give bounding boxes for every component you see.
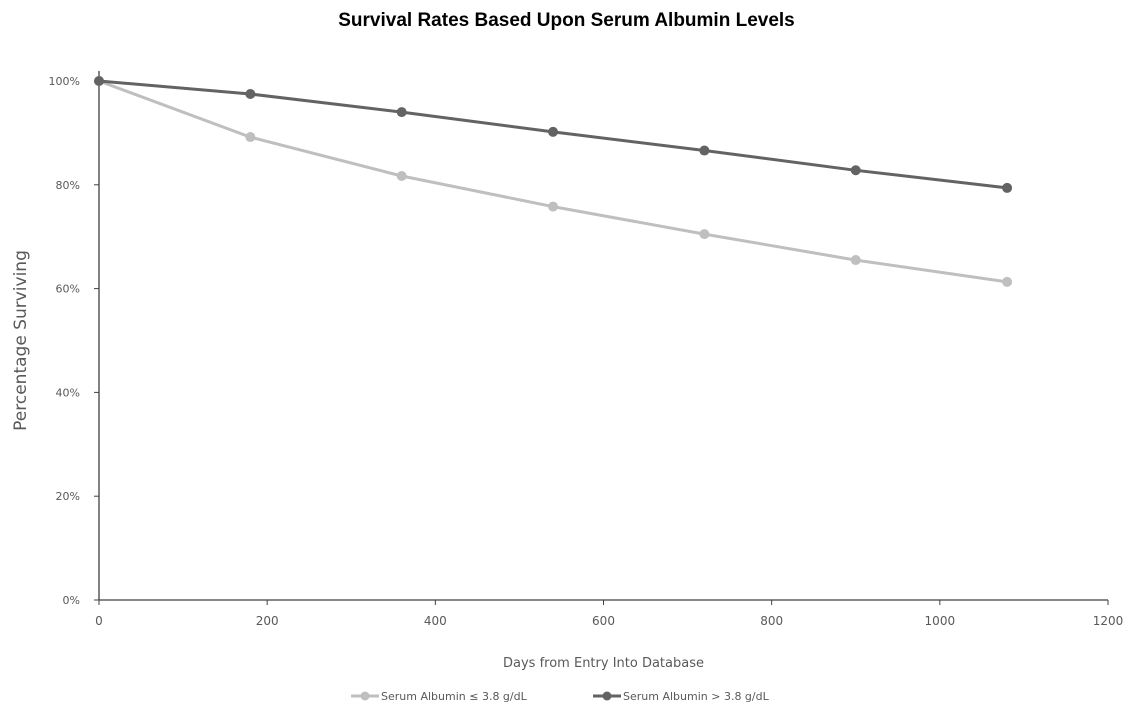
plot-area bbox=[94, 76, 1013, 287]
x-tick-label: 0 bbox=[95, 614, 103, 628]
data-point bbox=[1002, 182, 1013, 193]
x-tick-label: 1000 bbox=[925, 614, 956, 628]
data-point bbox=[245, 88, 256, 99]
legend-item: Serum Albumin ≤ 3.8 g/dL bbox=[351, 690, 528, 703]
legend-label: Serum Albumin > 3.8 g/dL bbox=[623, 690, 770, 703]
data-point bbox=[396, 170, 407, 181]
x-tick-label: 600 bbox=[592, 614, 615, 628]
data-point bbox=[94, 76, 104, 86]
legend-swatch-marker bbox=[602, 691, 612, 701]
axes: 0% 20% 40% 60% 80% 100% 0 200 400 600 800 1000 1200 D… bbox=[11, 71, 1123, 671]
y-tick-label: 60% bbox=[56, 283, 80, 296]
y-tick-label: 20% bbox=[56, 490, 80, 503]
x-tick-label: 400 bbox=[424, 614, 447, 628]
y-tick-label: 80% bbox=[56, 179, 80, 192]
series-1 bbox=[94, 76, 1013, 287]
legend-item: Serum Albumin > 3.8 g/dL bbox=[593, 690, 770, 703]
x-tick-label: 800 bbox=[760, 614, 783, 628]
y-tick-label: 0% bbox=[63, 594, 80, 607]
data-point bbox=[396, 107, 407, 118]
series-2 bbox=[94, 76, 1013, 193]
x-tick-label: 200 bbox=[256, 614, 279, 628]
data-point bbox=[699, 229, 710, 240]
data-point bbox=[548, 126, 559, 137]
data-point bbox=[699, 145, 710, 156]
chart-title: Survival Rates Based Upon Serum Albumin … bbox=[338, 10, 795, 31]
data-point bbox=[245, 132, 256, 143]
x-tick-label: 1200 bbox=[1093, 614, 1124, 628]
y-axis-title: Percentage Surviving bbox=[11, 250, 31, 431]
data-point bbox=[850, 255, 861, 266]
legend-label: Serum Albumin ≤ 3.8 g/dL bbox=[381, 690, 528, 703]
legend: Serum Albumin ≤ 3.8 g/dL Serum Albumin > … bbox=[351, 690, 770, 703]
series-line bbox=[98, 79, 1008, 284]
legend-swatch-marker bbox=[360, 691, 370, 701]
y-tick-label: 40% bbox=[56, 386, 80, 399]
data-point bbox=[1002, 276, 1013, 287]
data-point bbox=[850, 165, 861, 176]
x-axis-title: Days from Entry Into Database bbox=[503, 656, 704, 671]
y-tick-label: 100% bbox=[49, 75, 80, 88]
data-point bbox=[548, 201, 559, 212]
